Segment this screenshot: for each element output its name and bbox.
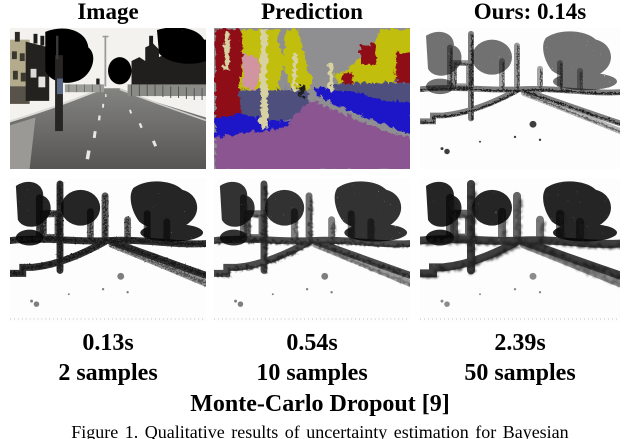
seg-pavement-left <box>237 88 309 122</box>
photo-trees-right <box>108 28 206 85</box>
prediction-segmentation-map <box>214 28 410 169</box>
ours-uncertainty-map <box>420 28 620 169</box>
samples-label-10: 10 samples <box>256 360 368 386</box>
photo-pedestrian <box>96 78 100 88</box>
seg-building-left <box>214 28 242 118</box>
input-street-photo <box>10 28 206 169</box>
photo-left-building <box>10 31 50 104</box>
time-label-10-samples: 0.54s <box>286 330 338 356</box>
seg-building-right-1 <box>359 43 375 64</box>
photo-fence <box>64 84 206 100</box>
seg-fence-patch <box>241 53 260 89</box>
column-header-ours-time: Ours: 0.14s <box>473 0 587 24</box>
seg-pole-mid <box>291 51 296 91</box>
time-label-50-samples: 2.39s <box>494 330 546 356</box>
photo-lamp-post <box>102 35 109 87</box>
mc-dropout-50-samples-map <box>420 178 620 322</box>
samples-label-50: 50 samples <box>464 360 576 386</box>
photo-foreground-pole <box>55 35 63 132</box>
mc-dropout-10-samples-map <box>214 178 410 322</box>
seg-tree-center <box>282 28 312 91</box>
figure-caption: Figure 1. Qualitative results of uncerta… <box>71 422 569 439</box>
seg-pole-left <box>222 30 228 68</box>
seg-sky-wedge <box>296 28 379 83</box>
seg-building-right-2 <box>394 51 410 81</box>
column-header-prediction: Prediction <box>261 0 363 24</box>
time-label-2-samples: 0.13s <box>82 330 134 356</box>
seg-sidewalk-right <box>313 86 410 134</box>
seg-pedestrian <box>298 84 304 98</box>
seg-pole-right <box>327 61 332 91</box>
photo-road-markings <box>85 94 158 160</box>
samples-label-2: 2 samples <box>58 360 158 386</box>
method-label: Monte-Carlo Dropout [9] <box>190 391 450 417</box>
column-header-image: Image <box>77 0 139 24</box>
mc-dropout-2-samples-map <box>10 178 206 322</box>
seg-building-right-3 <box>341 70 352 83</box>
photo-sidewalk <box>10 117 36 169</box>
seg-pole-main <box>259 28 266 128</box>
seg-road <box>214 99 410 169</box>
